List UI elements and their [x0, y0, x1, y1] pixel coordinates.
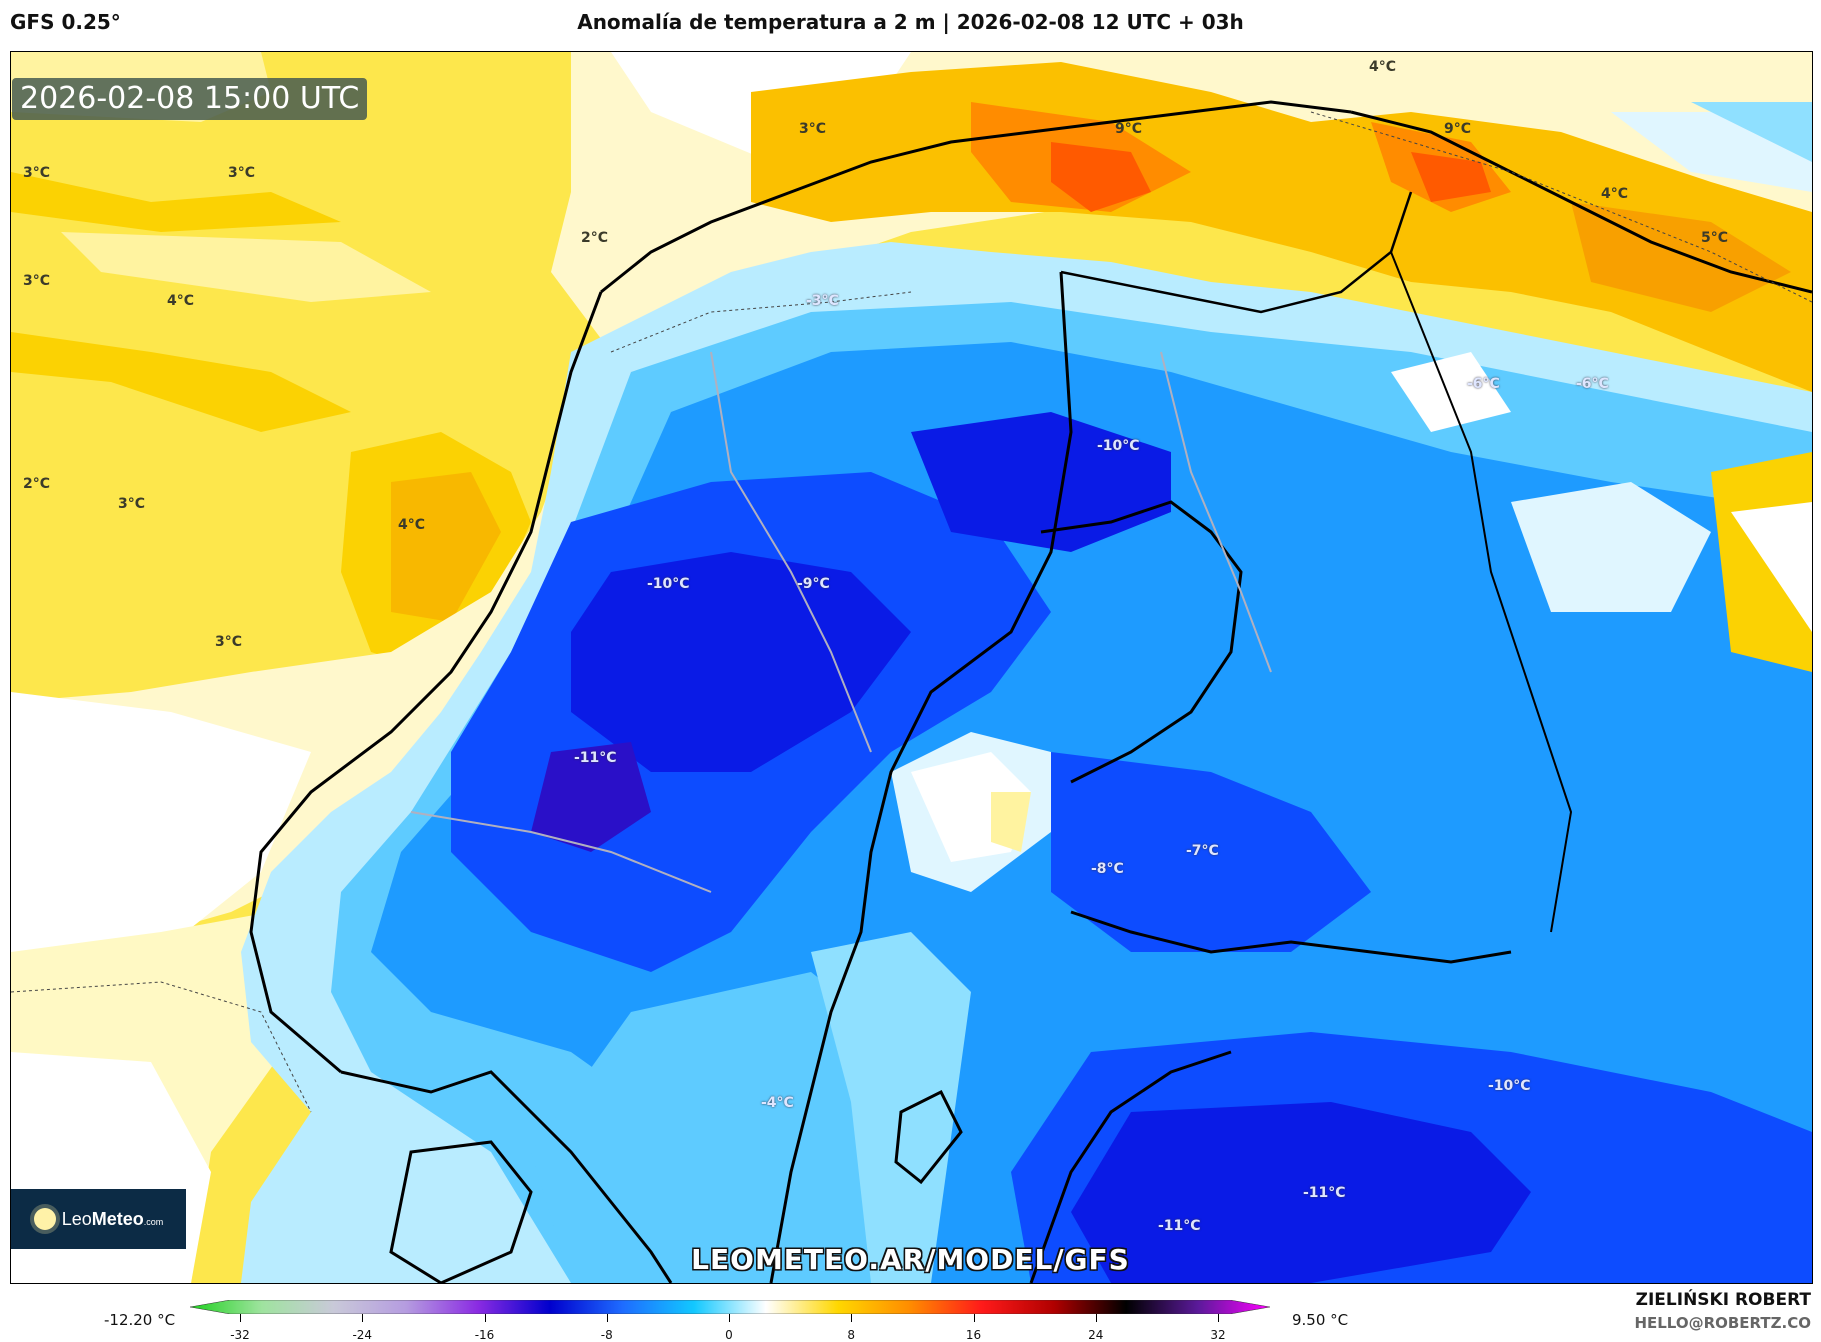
valid-time-badge: 2026-02-08 15:00 UTC: [12, 78, 368, 120]
sun-icon: [33, 1208, 56, 1230]
contour-label: -3°C: [806, 293, 839, 309]
colorbar-tick-label: 24: [1088, 1328, 1104, 1342]
contour-label: -6°C: [1576, 376, 1609, 392]
contour-label: 3°C: [23, 273, 51, 289]
chart-title: Anomalía de temperatura a 2 m | 2026-02-…: [577, 10, 1244, 34]
contour-label: 4°C: [398, 517, 426, 533]
contour-label: 3°C: [23, 165, 51, 181]
contour-label: -11°C: [1303, 1185, 1346, 1201]
leometeo-logo[interactable]: LeoMeteo.com: [11, 1189, 186, 1249]
contour-label: 3°C: [215, 634, 243, 650]
contour-label: -4°C: [761, 1095, 794, 1111]
colorbar-tick-mark: [484, 1314, 486, 1322]
colorbar-tick-mark: [851, 1314, 853, 1322]
contour-label: -10°C: [1097, 438, 1140, 454]
contour-label: -11°C: [1158, 1218, 1201, 1234]
contour-label: 3°C: [228, 165, 256, 181]
colorbar-tick-label: -16: [474, 1328, 495, 1342]
colorbar-tick-label: -32: [230, 1328, 250, 1342]
colorbar-tick-label: -24: [352, 1328, 373, 1342]
contour-label: -11°C: [574, 750, 617, 766]
contour-label: 2°C: [23, 476, 51, 492]
model-name: GFS 0.25°: [10, 10, 121, 34]
contour-label: -10°C: [1488, 1078, 1531, 1094]
temperature-anomaly-map: 3°C 3°C 3°C 4°C 2°C 3°C 2°C 3°C 4°C 3°C 4°C 9°C 9°C 4…: [10, 51, 1813, 1284]
colorbar-tick-mark: [973, 1314, 975, 1322]
contour-label: 4°C: [167, 293, 195, 309]
contour-label: 9°C: [1444, 121, 1472, 137]
logo-text: LeoMeteo.com: [61, 1208, 164, 1229]
colorbar-tick-label: 8: [847, 1328, 856, 1342]
colorbar: [190, 1300, 1270, 1314]
contour-label: 4°C: [1369, 59, 1397, 75]
contour-label: 4°C: [1601, 186, 1629, 202]
contour-label: 2°C: [581, 230, 609, 246]
contour-label: 5°C: [1701, 230, 1729, 246]
contour-label: -8°C: [1091, 861, 1124, 877]
contour-label: 9°C: [1115, 121, 1143, 137]
contour-label: -6°C: [1467, 376, 1500, 392]
colorbar-max-label: 9.50 °C: [1292, 1311, 1349, 1329]
contour-label: -10°C: [647, 576, 690, 592]
source-url-watermark: LEOMETEO.AR/MODEL/GFS: [691, 1243, 1130, 1276]
contour-label: 3°C: [118, 496, 146, 512]
colorbar-min-label: -12.20 °C: [104, 1311, 176, 1329]
colorbar-tick-label: 32: [1210, 1328, 1226, 1342]
map-canvas: [11, 52, 1812, 1283]
colorbar-tick-mark: [240, 1314, 241, 1322]
colorbar-tick-label: 0: [725, 1328, 733, 1342]
colorbar-tick-label: -8: [600, 1328, 613, 1342]
author-email[interactable]: HELLO@ROBERTZ.CO: [1634, 1314, 1811, 1332]
author-credit: ZIELIŃSKI ROBERT: [1635, 1290, 1811, 1310]
contour-label: -9°C: [797, 576, 830, 592]
colorbar-tick-label: 16: [965, 1328, 982, 1342]
colorbar-tick-mark: [362, 1314, 364, 1322]
colorbar-tick-mark: [1218, 1314, 1219, 1322]
contour-label: 3°C: [799, 121, 827, 137]
colorbar-tick-mark: [1095, 1314, 1097, 1322]
colorbar-tick-mark: [606, 1314, 608, 1322]
colorbar-tick-mark: [729, 1314, 730, 1322]
contour-label: -7°C: [1186, 843, 1219, 859]
